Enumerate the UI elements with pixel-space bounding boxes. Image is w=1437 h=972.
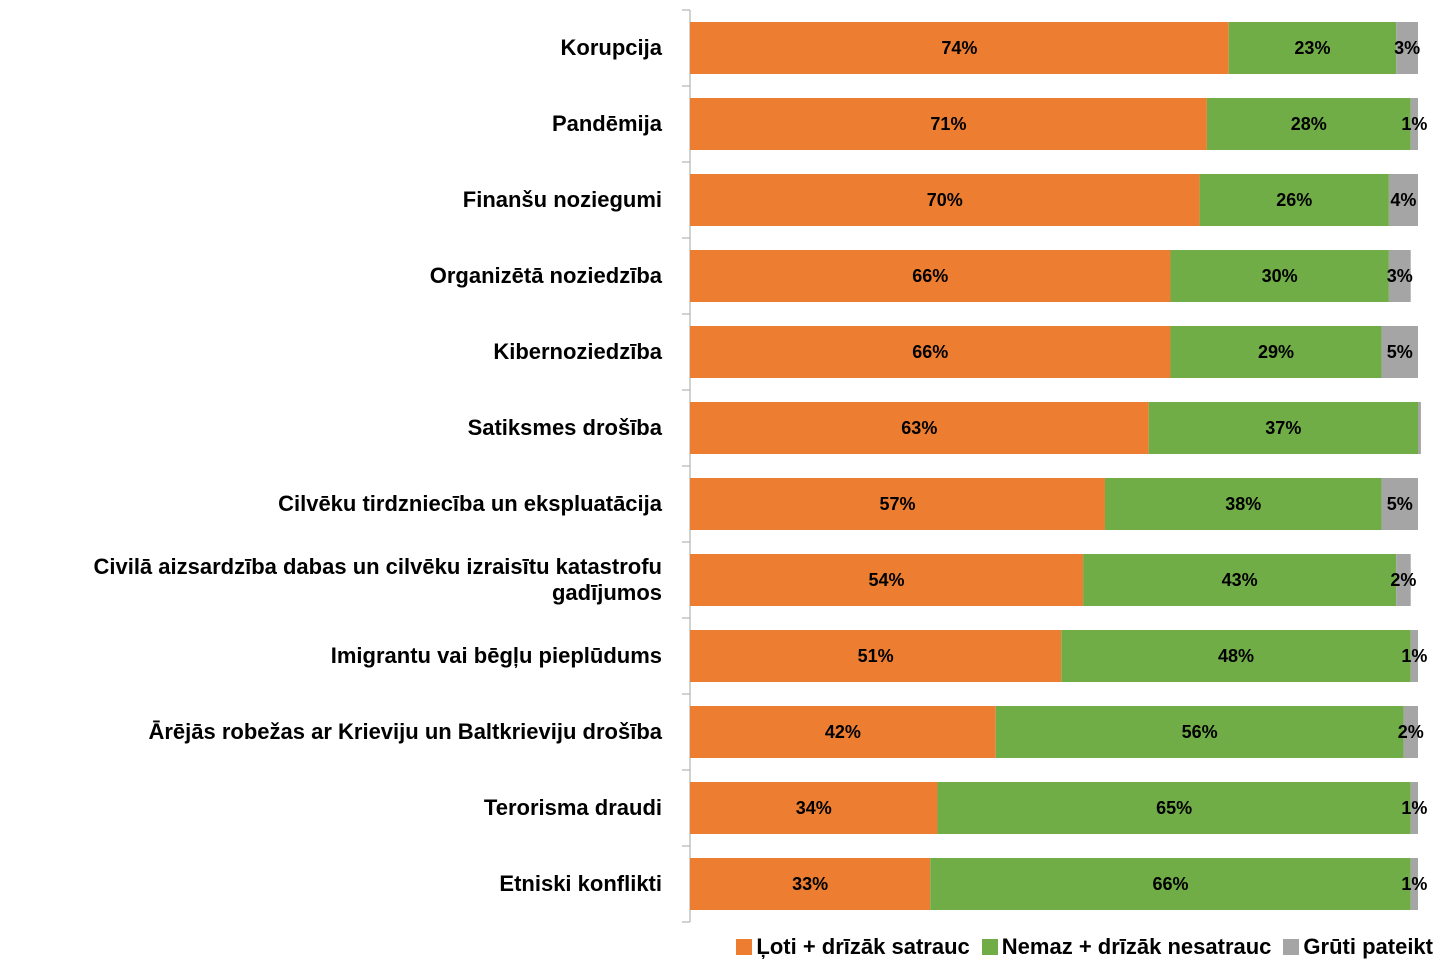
bar-segment [1061, 630, 1411, 682]
category-label: Satiksmes drošība [467, 415, 662, 440]
data-label: 28% [1291, 114, 1327, 134]
data-label: 3% [1394, 38, 1420, 58]
bar-segment [1381, 326, 1418, 378]
data-label: 51% [858, 646, 894, 666]
legend-label: Ļoti + drīzāk satrauc [756, 934, 970, 959]
bar-segment [690, 630, 1062, 682]
bar-segment [690, 250, 1171, 302]
data-label: 38% [1225, 494, 1261, 514]
bar-segment [1104, 478, 1382, 530]
data-label: 5% [1387, 342, 1413, 362]
category-label: Korupcija [560, 35, 662, 60]
bar-segment [1206, 98, 1411, 150]
data-label: 4% [1390, 190, 1416, 210]
bar-segment [1410, 782, 1418, 834]
bar-segment [690, 782, 938, 834]
data-label: 34% [796, 798, 832, 818]
bar-segment [690, 174, 1200, 226]
bar-segment [1396, 554, 1411, 606]
bar-segment [690, 98, 1207, 150]
data-label: 1% [1401, 646, 1427, 666]
bar-segment [1410, 858, 1418, 910]
category-label: Organizētā noziedzība [429, 263, 662, 288]
bar-segment [1396, 22, 1418, 74]
category-label: Ārējās robežas ar Krieviju un Baltkrievi… [148, 719, 662, 744]
legend-swatch [1283, 939, 1300, 955]
bar-segment [690, 478, 1105, 530]
data-label: 74% [941, 38, 977, 58]
data-label: 42% [825, 722, 861, 742]
legend-label: Nemaz + drīzāk nesatrauc [1001, 934, 1272, 959]
category-label: Etniski konflikti [499, 871, 662, 896]
category-label: Imigrantu vai bēgļu pieplūdums [330, 643, 662, 668]
data-label: 66% [1152, 874, 1188, 894]
data-label: 71% [930, 114, 966, 134]
data-label: 56% [1182, 722, 1218, 742]
legend-item: Nemaz + drīzāk nesatrauc [981, 934, 1272, 960]
bar-segment [1170, 326, 1382, 378]
data-label: 48% [1218, 646, 1254, 666]
legend-swatch [736, 939, 753, 955]
category-label: Terorisma draudi [483, 795, 662, 820]
category-label: Cilvēku tirdzniecība un ekspluatācija [278, 491, 662, 516]
data-label: 29% [1258, 342, 1294, 362]
data-label: 1% [1401, 798, 1427, 818]
bar-segment [690, 554, 1084, 606]
data-label: 43% [1222, 570, 1258, 590]
data-label: 66% [912, 266, 948, 286]
bar-segment [1228, 22, 1397, 74]
bar-segment [1388, 250, 1411, 302]
data-label: 54% [869, 570, 905, 590]
data-label: 26% [1276, 190, 1312, 210]
legend-item: Grūti pateikt [1283, 934, 1433, 960]
category-label: Finanšu noziegumi [462, 187, 662, 212]
bar-segment [1410, 98, 1418, 150]
bar-segment [1388, 174, 1418, 226]
bar-segment [995, 706, 1404, 758]
data-label: 23% [1294, 38, 1330, 58]
bar-segment [690, 22, 1229, 74]
data-label: 5% [1387, 494, 1413, 514]
category-label: Kibernoziedzība [493, 339, 662, 364]
data-label: 33% [792, 874, 828, 894]
data-label: 57% [879, 494, 915, 514]
data-label: 37% [1265, 418, 1301, 438]
data-label: 66% [912, 342, 948, 362]
bar-segment [690, 858, 931, 910]
legend-swatch [981, 939, 998, 955]
bar-segment [1418, 402, 1421, 454]
data-label: 70% [927, 190, 963, 210]
data-label: 2% [1390, 570, 1416, 590]
bar-segment [1170, 250, 1389, 302]
data-label: 30% [1262, 266, 1298, 286]
data-label: 65% [1156, 798, 1192, 818]
bar-segment [1199, 174, 1389, 226]
category-label: Pandēmija [551, 111, 662, 136]
bar-segment [1148, 402, 1418, 454]
data-label: 2% [1398, 722, 1424, 742]
legend: Ļoti + drīzāk satrauc Nemaz + drīzāk nesa… [736, 934, 1433, 960]
bar-segment [930, 858, 1411, 910]
bar-segment [1410, 630, 1418, 682]
legend-item: Ļoti + drīzāk satrauc [736, 934, 970, 960]
bar-segment [1083, 554, 1397, 606]
data-label: 3% [1387, 266, 1413, 286]
data-label: 63% [901, 418, 937, 438]
bar-segment [1381, 478, 1418, 530]
bar-segment [1403, 706, 1418, 758]
bar-segment [690, 326, 1171, 378]
bar-segment [690, 402, 1149, 454]
data-label: 1% [1401, 874, 1427, 894]
data-label: 1% [1401, 114, 1427, 134]
bar-segment [937, 782, 1411, 834]
category-label: Civilā aizsardzība dabas un cilvēku izra… [93, 554, 662, 605]
legend-label: Grūti pateikt [1303, 934, 1433, 959]
bar-segment [690, 706, 996, 758]
